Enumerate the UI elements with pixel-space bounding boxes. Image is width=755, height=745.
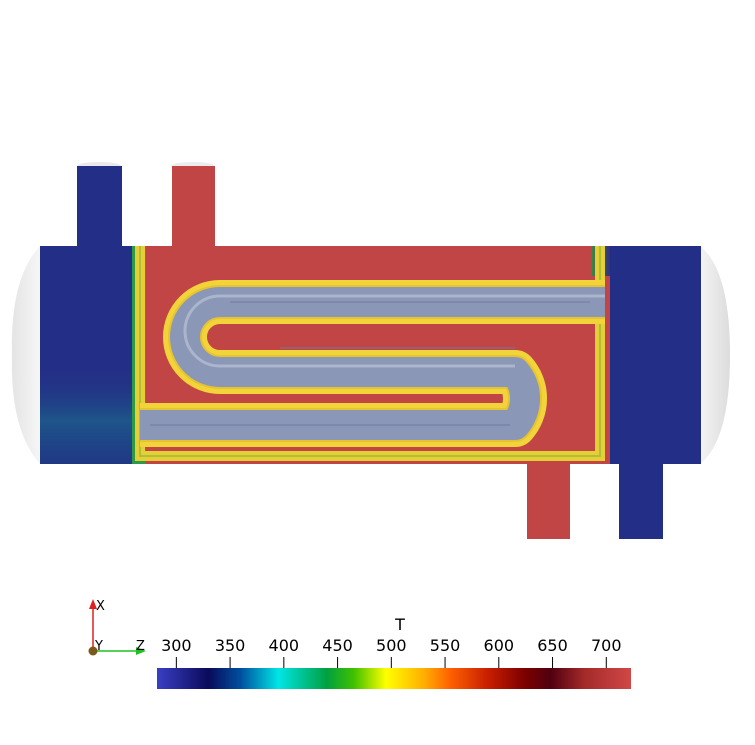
cold-outlet-nozzle (619, 462, 663, 539)
color-legend-title: T (394, 615, 405, 634)
color-legend-tick-label: 450 (322, 636, 353, 655)
cold-inlet-nozzle (77, 166, 122, 250)
coil-frame-edge (139, 246, 601, 457)
right-end-cap (700, 246, 730, 464)
shell-left-fade (40, 246, 132, 464)
left-end-cap (11, 246, 40, 464)
origin-dot (88, 646, 98, 656)
z-axis-arrow (136, 647, 146, 655)
color-legend-bar (157, 668, 631, 689)
color-legend-tick-label: 650 (537, 636, 568, 655)
heat-exchanger-model (11, 162, 730, 539)
color-legend: T 300 350 400 450 500 550 600 650 700 (157, 615, 631, 689)
color-legend-tick-label: 700 (591, 636, 622, 655)
serpentine-tube (140, 287, 605, 440)
serpentine-tube-inner-line (150, 301, 590, 426)
color-legend-tick-label: 550 (430, 636, 461, 655)
color-legend-tick-label: 600 (484, 636, 515, 655)
color-legend-tick-label: 350 (215, 636, 246, 655)
hot-inlet-nozzle (172, 166, 215, 250)
z-axis-label: Z (136, 639, 145, 654)
x-axis-arrow (89, 599, 97, 609)
hot-outlet-nozzle (527, 462, 570, 539)
y-axis-label: Y (94, 639, 103, 654)
serpentine-tube-highlight (183, 294, 605, 368)
color-legend-tick-label: 400 (269, 636, 300, 655)
color-legend-tick-label: 300 (161, 636, 192, 655)
x-axis-label: X (96, 599, 105, 614)
shell-right-section (610, 246, 701, 464)
color-legend-tick-label: 500 (376, 636, 407, 655)
orientation-axes: X Y Z (88, 599, 146, 656)
color-legend-ticks: 300 350 400 450 500 550 600 650 700 (161, 636, 622, 672)
